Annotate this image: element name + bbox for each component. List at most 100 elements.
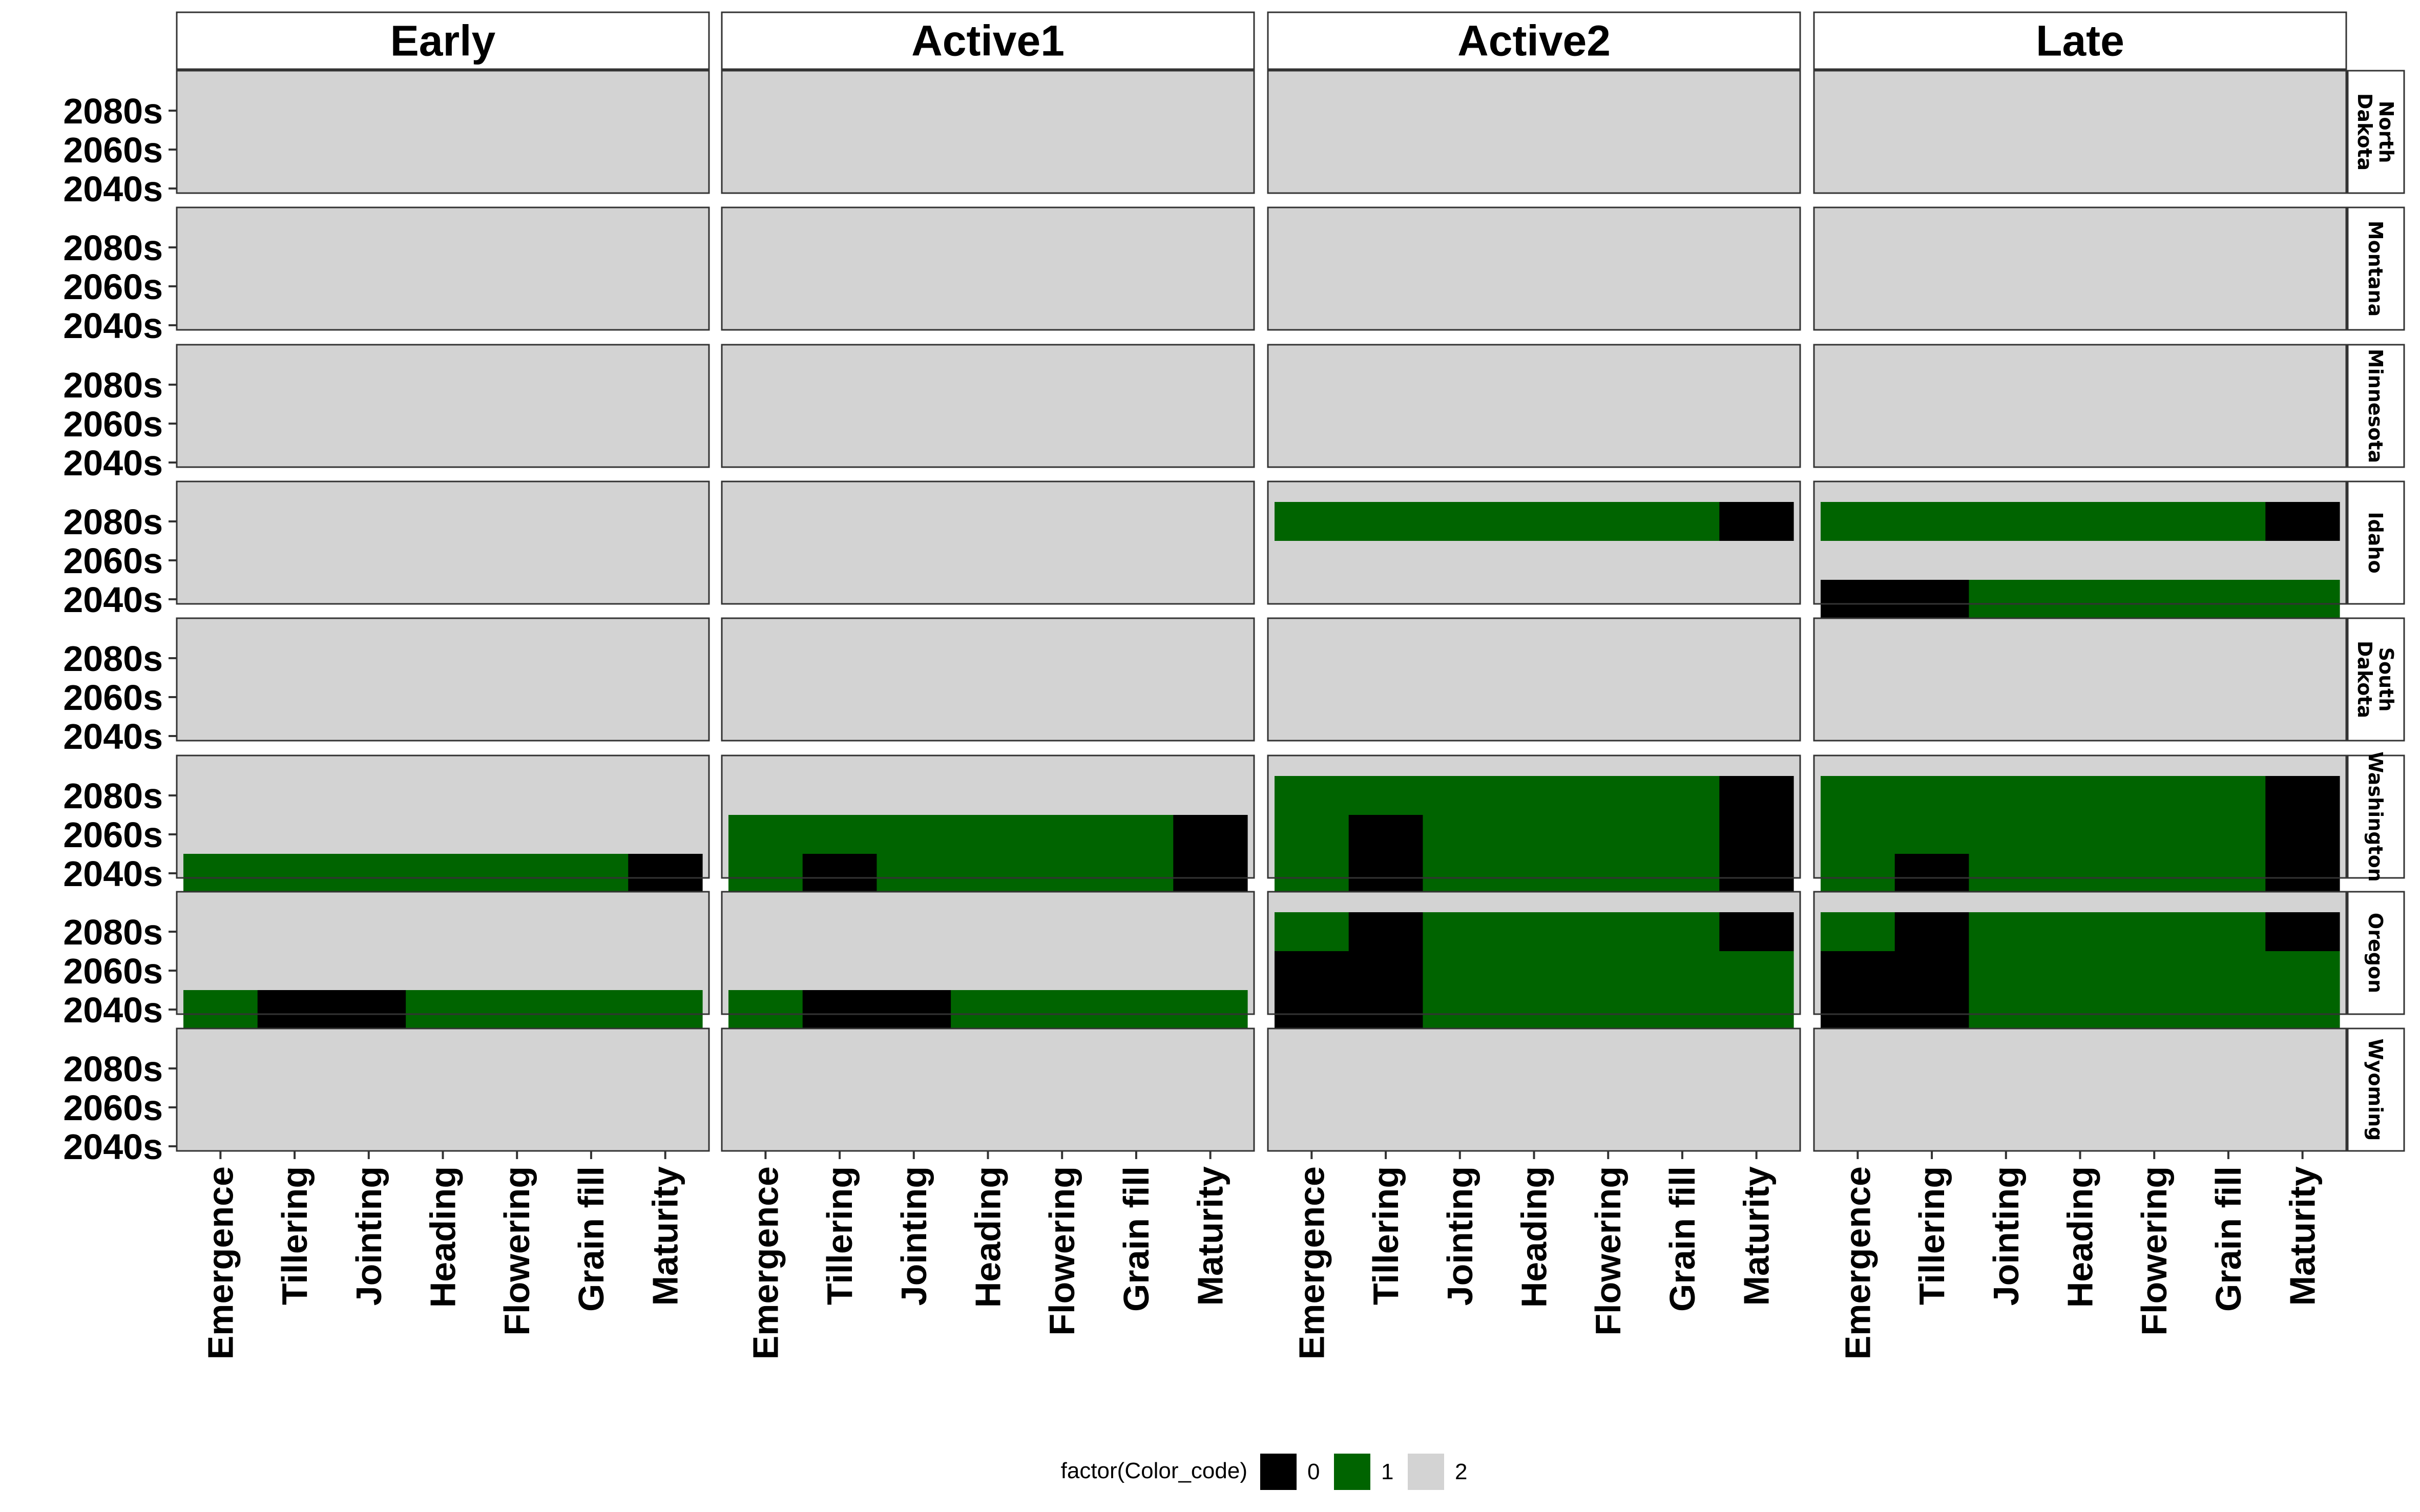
row-strip-label-line: Montana	[2364, 221, 2387, 317]
heat-cell-heading-2080s	[1497, 776, 1572, 815]
row-strip-label-line: Wyoming	[2364, 1039, 2387, 1141]
panel-wyoming-early	[176, 1027, 710, 1152]
heat-cell-emergence-2040s	[1275, 854, 1349, 893]
heat-cell-jointing-2040s	[877, 854, 951, 893]
heat-cell-grain-fill-2080s	[2191, 776, 2266, 815]
heat-cell-heading-2060s	[951, 815, 1026, 854]
panel-wyoming-late	[1813, 1027, 2347, 1152]
heat-cell-emergence-2040s	[728, 990, 803, 1029]
y-tick-label-2040s: 2040s	[63, 169, 163, 209]
row-strip-label: Washington	[2364, 751, 2387, 881]
panel-border	[721, 754, 1255, 879]
panel-background	[177, 207, 709, 330]
heat-cell-emergence-2040s	[1275, 990, 1349, 1029]
heat-cell-jointing-2060s	[1423, 815, 1497, 854]
x-axis-late: Emergence Tillering Jointing Heading Floweri…	[1838, 1151, 2323, 1359]
panel-border	[176, 754, 710, 879]
panel-border	[1813, 617, 2347, 742]
panel-border	[721, 344, 1255, 468]
heat-cell-tillering-2040s	[802, 854, 878, 893]
panel-washington-active1	[721, 754, 1255, 893]
panel-border	[721, 891, 1255, 1015]
heat-cell-grain-fill-2040s	[554, 990, 629, 1029]
x-tick-label-tillering: Tillering	[1366, 1166, 1406, 1305]
panel-border	[1267, 344, 1801, 468]
panel-background	[722, 207, 1254, 330]
panel-south-dakota-late	[1813, 617, 2347, 742]
heat-cell-heading-2060s	[1497, 951, 1572, 990]
panel-montana-active1	[721, 206, 1255, 331]
heat-cell-flowering-2040s	[479, 854, 555, 893]
heat-cell-jointing-2080s	[1423, 776, 1497, 815]
x-tick-label-grain-fill: Grain fill	[1116, 1166, 1156, 1312]
panel-border	[1813, 754, 2347, 879]
panel-north-dakota-early	[176, 70, 710, 194]
panel-background	[1814, 71, 2346, 193]
heat-cell-grain-fill-2060s	[1645, 951, 1720, 990]
heat-cell-grain-fill-2040s	[1645, 990, 1720, 1029]
x-tick-label-flowering: Flowering	[2134, 1166, 2174, 1336]
panel-border	[1267, 754, 1801, 879]
heat-cell-flowering-2060s	[1571, 815, 1646, 854]
row-strip-label-line: Minnesota	[2364, 349, 2387, 463]
y-tick-label-2060s: 2060s	[63, 815, 163, 855]
panel-montana-early	[176, 206, 710, 331]
x-tick-label-flowering: Flowering	[1042, 1166, 1082, 1336]
y-tick-label-2060s: 2060s	[63, 678, 163, 718]
y-tick-label-2080s: 2080s	[63, 228, 163, 268]
row-strip-label: Oregon	[2364, 913, 2387, 993]
heat-cell-maturity-2040s	[2265, 580, 2340, 619]
heat-cell-tillering-2040s	[257, 990, 332, 1029]
heat-cell-flowering-2060s	[1025, 815, 1100, 854]
panel-border	[1813, 480, 2347, 605]
y-tick-label-2040s: 2040s	[63, 1127, 163, 1167]
legend-title: factor(Color_code)	[1061, 1458, 1247, 1483]
heat-cell-flowering-2080s	[2117, 912, 2192, 951]
heat-cell-tillering-2080s	[1348, 776, 1424, 815]
panel-border	[1813, 206, 2347, 331]
panel-border	[721, 70, 1255, 194]
x-axis-active1: Emergence Tillering Jointing Heading Floweri…	[745, 1151, 1230, 1359]
heat-cell-maturity-2040s	[1173, 854, 1248, 893]
heat-cell-tillering-2040s	[1894, 990, 1970, 1029]
panel-border	[1267, 206, 1801, 331]
heat-cell-tillering-2040s	[802, 990, 878, 1029]
panel-minnesota-active2	[1267, 344, 1801, 468]
y-tick-label-2060s: 2060s	[63, 130, 163, 170]
heat-cell-tillering-2040s	[1894, 854, 1970, 893]
y-tick-label-2060s: 2060s	[63, 267, 163, 307]
x-tick-label-jointing: Jointing	[1986, 1166, 2026, 1306]
heat-cell-jointing-2040s	[331, 990, 406, 1029]
panel-washington-active2	[1267, 754, 1801, 893]
panel-montana-late	[1813, 206, 2347, 331]
heat-cell-tillering-2040s	[1348, 854, 1424, 893]
panel-border	[1813, 70, 2347, 194]
heat-cell-maturity-2040s	[1719, 854, 1794, 893]
x-tick-label-emergence: Emergence	[745, 1166, 785, 1359]
panel-border	[721, 206, 1255, 331]
heat-cell-emergence-2040s	[1821, 580, 1895, 619]
panel-oregon-late	[1813, 891, 2347, 1029]
heat-cell-jointing-2060s	[877, 815, 951, 854]
row-strip-label: NorthDakota	[2353, 93, 2397, 171]
heat-cell-flowering-2080s	[2117, 776, 2192, 815]
heat-cell-grain-fill-2080s	[1645, 776, 1720, 815]
panel-background	[1268, 207, 1800, 330]
column-strip-late: Late	[1813, 11, 2347, 70]
heat-cell-flowering-2080s	[2117, 502, 2192, 541]
heat-cell-jointing-2060s	[1969, 951, 2043, 990]
panel-background	[1814, 207, 2346, 330]
heat-cell-jointing-2080s	[1969, 912, 2043, 951]
y-tick-label-2060s: 2060s	[63, 1088, 163, 1128]
heat-cell-maturity-2040s	[1719, 990, 1794, 1029]
heat-cell-emergence-2080s	[1821, 776, 1895, 815]
heat-cell-emergence-2080s	[1275, 502, 1349, 541]
panel-background	[722, 1028, 1254, 1151]
row-strip-box	[2347, 70, 2405, 194]
heat-cell-grain-fill-2040s	[1645, 854, 1720, 893]
x-tick-label-grain-fill: Grain fill	[1662, 1166, 1702, 1312]
panel-border	[721, 617, 1255, 742]
